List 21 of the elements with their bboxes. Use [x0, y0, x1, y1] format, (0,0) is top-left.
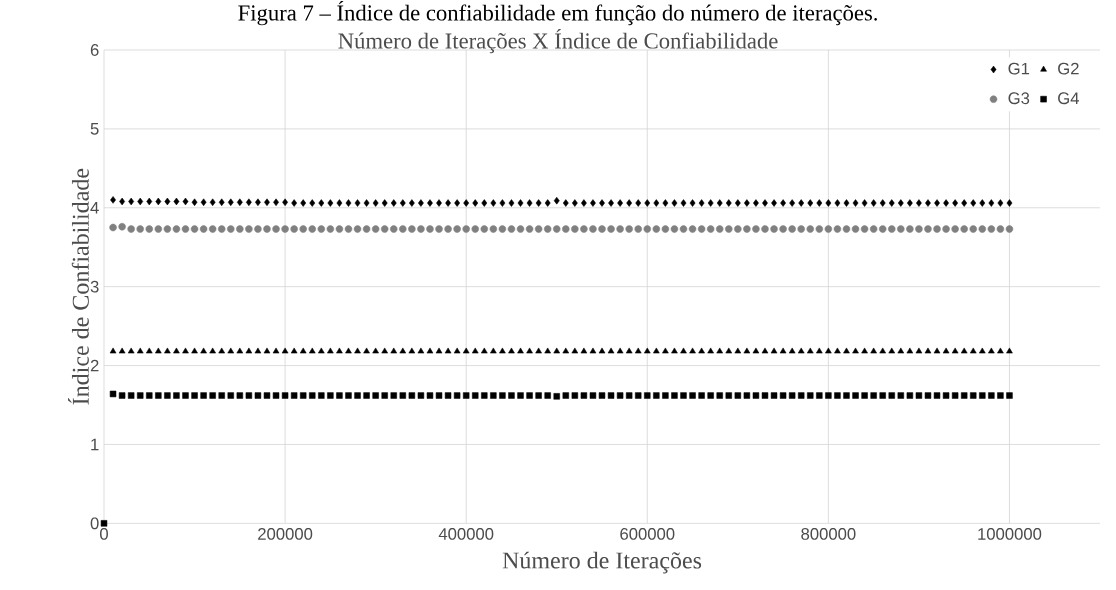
- legend-label: G2: [1058, 62, 1079, 75]
- y-tick-label: 1: [91, 438, 99, 451]
- y-tick-label: 0: [90, 517, 99, 530]
- y-axis-title: Índice de Confiabilidade: [68, 168, 89, 405]
- legend-label: G4: [1058, 92, 1079, 105]
- x-tick-label: 400000: [438, 528, 494, 540]
- x-tick-label: 1000000: [978, 528, 1042, 540]
- chart-title: Figura 7 – Índice de confiabilidade em função do número de iterações.: [238, 0, 877, 26]
- x-tick-label: 0: [100, 528, 108, 540]
- y-tick-label: 5: [90, 123, 99, 135]
- legend-label: G1: [1008, 62, 1030, 75]
- y-tick-label: 6: [90, 44, 99, 56]
- x-axis-title: Número de Iterações: [502, 551, 702, 574]
- legend-label: G3: [1008, 92, 1030, 105]
- x-tick-label: 600000: [620, 528, 675, 540]
- y-tick-label: 3: [90, 280, 99, 293]
- y-tick-label: 4: [90, 202, 99, 214]
- x-tick-label: 800000: [801, 528, 856, 540]
- chart-subtitle: Número de Iterações X Índice de Confiabilidade: [338, 28, 778, 54]
- y-tick-label: 2: [90, 359, 99, 372]
- x-tick-label: 200000: [258, 528, 313, 540]
